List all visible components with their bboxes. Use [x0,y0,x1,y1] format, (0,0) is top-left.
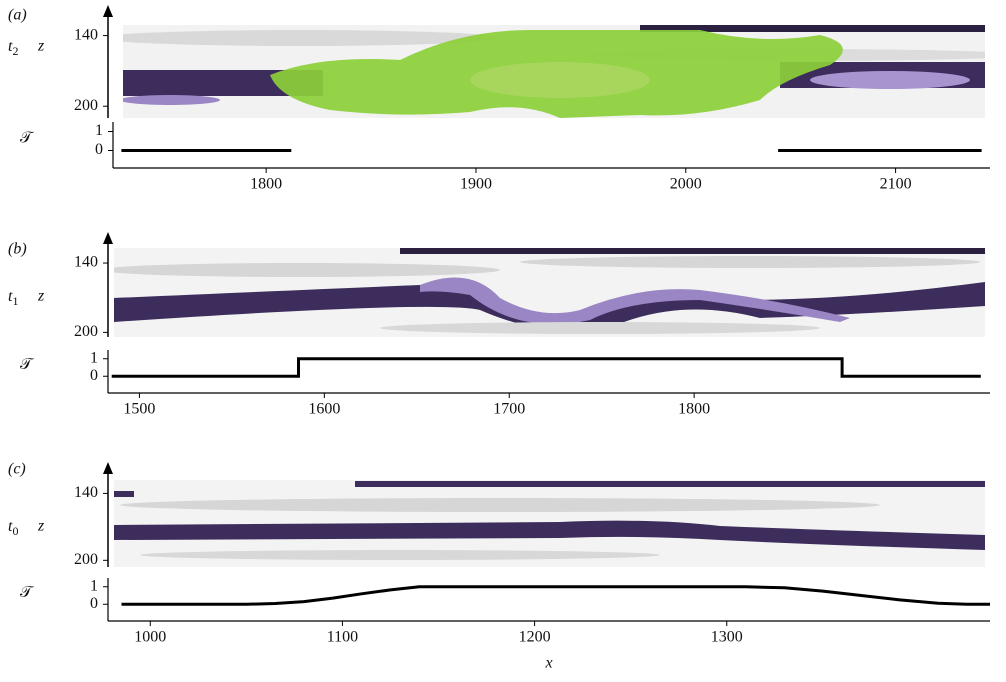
t-tick-label: 0 [95,141,103,158]
x-tick-label: 2000 [670,176,702,193]
time-subscript: 2 [12,44,18,58]
time-symbol: t [8,518,13,535]
x-axis-label: x [544,655,552,672]
z-tick-label: 140 [74,254,98,271]
t-tick-label: 0 [90,595,98,612]
x-tick-label: 1500 [123,401,155,418]
z-axis-arrow [103,462,113,474]
z-tick-label: 200 [74,323,98,340]
x-tick-label: 1900 [460,176,492,193]
t-axis-label: 𝒯 [20,584,35,601]
t-tick-label: 1 [90,577,98,594]
rendering [123,25,985,118]
x-tick-label: 2100 [880,176,912,193]
rendering [114,480,985,567]
time-symbol: t [8,288,13,305]
z-axis-arrow [103,232,113,244]
z-axis-label: z [37,38,45,55]
z-tick-label: 200 [74,97,98,114]
t-tick-label: 1 [90,349,98,366]
x-tick-label: 1700 [493,401,525,418]
t-tick-label: 1 [95,122,103,139]
time-subscript: 1 [12,294,18,308]
panel-label: (c) [8,461,26,478]
x-tick-label: 1300 [711,629,743,646]
x-tick-label: 1600 [308,401,340,418]
z-tick-label: 200 [74,551,98,568]
time-label: t2 [8,38,18,58]
t-axis-label: 𝒯 [20,130,35,147]
x-tick-label: 1100 [327,629,358,646]
x-tick-label: 1800 [250,176,282,193]
data-line [111,357,981,378]
z-axis-label: z [37,288,45,305]
time-subscript: 0 [12,524,18,538]
panel-label: (a) [8,7,27,24]
t-axis-label: 𝒯 [20,356,35,373]
data-line [121,585,990,606]
panel-label: (b) [8,241,27,258]
t-tick-label: 0 [90,367,98,384]
rendering [114,248,985,337]
time-symbol: t [8,38,13,55]
x-tick-label: 1800 [678,401,710,418]
x-tick-label: 1200 [519,629,551,646]
x-tick-label: 1000 [134,629,166,646]
time-label: t1 [8,288,18,308]
z-tick-label: 140 [74,26,98,43]
z-tick-label: 140 [74,484,98,501]
time-label: t0 [8,518,18,538]
z-axis-arrow [103,5,113,17]
z-axis-label: z [37,518,45,535]
